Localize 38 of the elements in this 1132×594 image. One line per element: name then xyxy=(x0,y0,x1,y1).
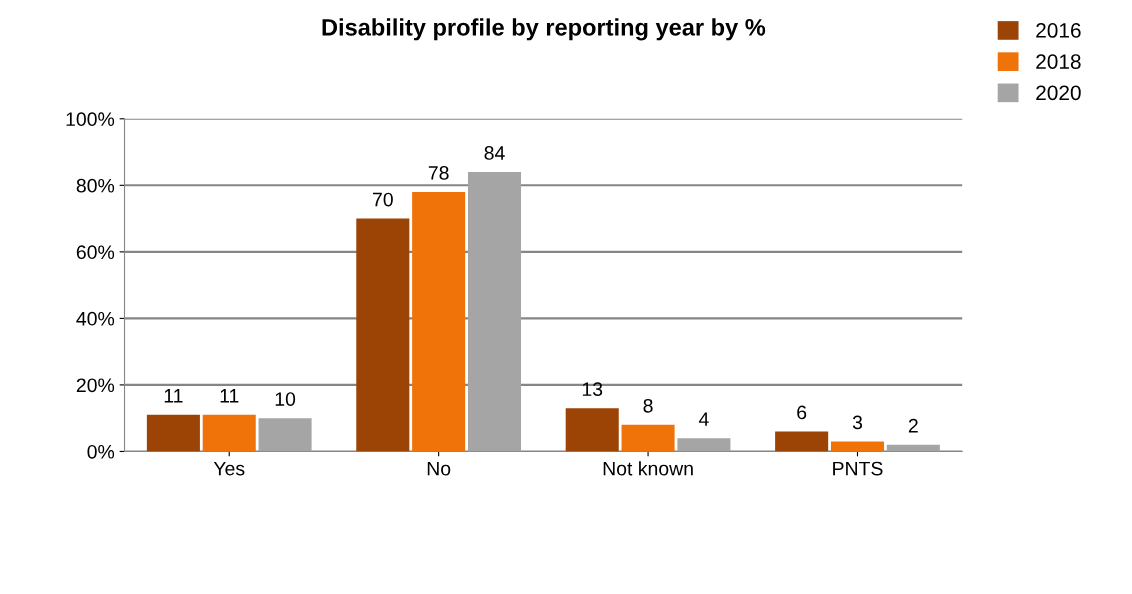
data-label: 8 xyxy=(643,398,653,413)
y-tick-label: 40% xyxy=(76,311,115,326)
data-label: 3 xyxy=(852,415,863,430)
bar xyxy=(258,418,312,452)
legend-label: 2020 xyxy=(1036,85,1081,101)
data-label: 10 xyxy=(275,392,296,406)
data-label: 6 xyxy=(797,405,807,420)
data-label: 4 xyxy=(698,412,709,426)
bar xyxy=(467,172,522,452)
y-tick-label: 80% xyxy=(76,178,115,193)
legend-label: 2018 xyxy=(1036,54,1081,69)
y-tick-label: 20% xyxy=(76,378,115,393)
data-label: 13 xyxy=(582,382,603,397)
bar xyxy=(356,218,410,452)
data-label: 84 xyxy=(484,146,505,160)
data-label: 2 xyxy=(908,418,918,433)
bar xyxy=(886,444,940,452)
x-tick-label: Not known xyxy=(603,461,693,476)
x-tick-label: PNTS xyxy=(833,461,883,476)
bar xyxy=(565,408,619,452)
bar xyxy=(677,438,731,452)
bar xyxy=(830,441,885,452)
legend-label: 2016 xyxy=(1036,23,1081,38)
bar xyxy=(621,424,675,452)
x-tick-label: Yes xyxy=(213,461,245,476)
y-tick-label: 60% xyxy=(76,245,115,260)
bar xyxy=(202,414,256,452)
x-tick-label: No xyxy=(427,461,451,476)
y-tick-label: 0% xyxy=(87,444,115,459)
data-label: 11 xyxy=(220,389,239,403)
bar xyxy=(775,431,829,452)
bar xyxy=(412,191,466,452)
y-tick-label: 100% xyxy=(66,112,115,127)
chart-title: Disability profile by reporting year by % xyxy=(322,18,766,41)
data-label: 78 xyxy=(428,166,449,180)
bar xyxy=(146,414,200,452)
data-label: 11 xyxy=(164,389,183,403)
data-label: 70 xyxy=(372,192,393,207)
